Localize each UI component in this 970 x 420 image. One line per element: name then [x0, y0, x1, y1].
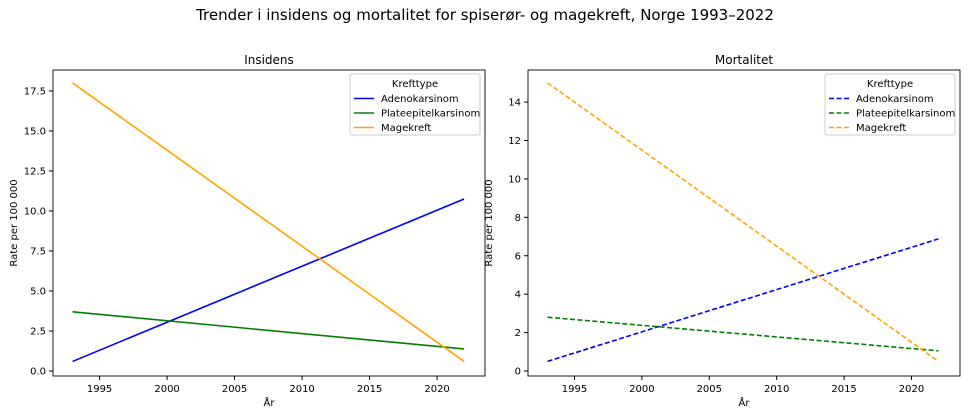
plot-frame	[52, 69, 486, 377]
y-axis-label: Rate per 100 000	[484, 179, 495, 266]
y-axis-label: Rate per 100 000	[9, 179, 20, 266]
y-tick-label: 5.0	[30, 287, 46, 298]
x-tick-label: 2020	[424, 384, 449, 395]
series-line-adenokarsinom	[547, 238, 939, 363]
x-tick-label: 2010	[764, 384, 789, 395]
legend-label: Magekreft	[381, 123, 431, 134]
y-tick-label: 2	[515, 328, 521, 339]
y-tick-label: 10.0	[24, 206, 46, 217]
series-line-plateepitelkarsinom	[72, 311, 465, 350]
x-tick-label: 1995	[562, 384, 587, 395]
x-tick-label: 2000	[629, 384, 654, 395]
y-tick-label: 15.0	[24, 126, 46, 137]
legend-label: Magekreft	[856, 123, 906, 134]
x-tick-label: 2020	[899, 384, 924, 395]
legend-label: Adenokarsinom	[856, 94, 934, 105]
y-tick-label: 7.5	[30, 247, 46, 258]
series-line-adenokarsinom	[72, 198, 465, 363]
legend-title: Krefttype	[867, 79, 913, 90]
y-tick-label: 10	[508, 174, 521, 185]
y-tick-label: 4	[515, 290, 521, 301]
y-tick-label: 17.5	[24, 86, 46, 97]
x-tick-label: 2015	[357, 384, 382, 395]
y-tick-label: 0	[515, 367, 521, 378]
legend-title: Krefttype	[392, 79, 438, 90]
x-tick-label: 2000	[154, 384, 179, 395]
legend-box	[824, 73, 956, 136]
x-tick-label: 2010	[289, 384, 314, 395]
x-axis-label: År	[264, 396, 276, 409]
legend-box	[349, 73, 481, 136]
y-tick-label: 0.0	[30, 367, 46, 378]
figure-title: Trender i insidens og mortalitet for spi…	[195, 6, 774, 24]
legend-label: Adenokarsinom	[381, 94, 459, 105]
chart-title: Insidens	[244, 53, 294, 67]
legend-label: Plateepitelkarsinom	[381, 109, 480, 120]
y-tick-label: 6	[515, 251, 521, 262]
x-tick-label: 1995	[87, 384, 112, 395]
x-tick-label: 2005	[222, 384, 247, 395]
x-tick-label: 2005	[697, 384, 722, 395]
y-tick-label: 2.5	[30, 327, 46, 338]
series-line-magekreft	[547, 82, 939, 363]
y-tick-label: 12.5	[24, 166, 46, 177]
y-tick-label: 8	[515, 213, 521, 224]
plot-frame	[527, 69, 961, 377]
chart-title: Mortalitet	[715, 53, 773, 67]
legend-label: Plateepitelkarsinom	[856, 109, 955, 120]
y-tick-label: 14	[508, 98, 521, 109]
x-tick-label: 2015	[831, 384, 856, 395]
series-line-plateepitelkarsinom	[547, 316, 939, 352]
x-axis-label: År	[739, 396, 751, 409]
series-line-magekreft	[72, 82, 465, 363]
y-tick-label: 12	[508, 136, 521, 147]
